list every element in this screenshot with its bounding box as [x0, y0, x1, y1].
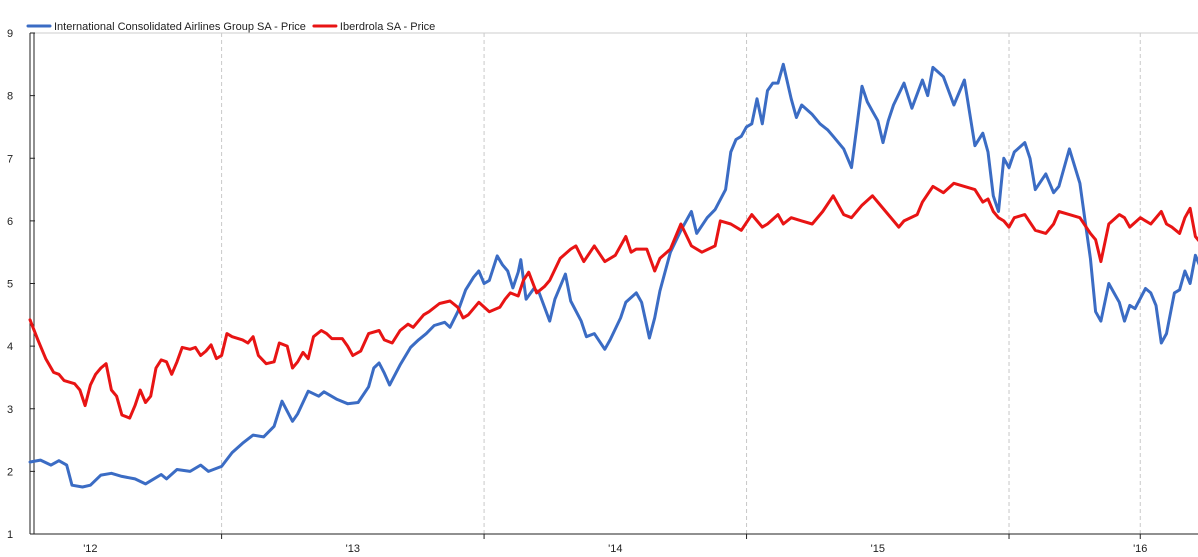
- y-tick-label-3: 4: [7, 341, 13, 353]
- y-tick-label-7: 8: [7, 91, 13, 103]
- y-tick-label-6: 7: [7, 153, 13, 165]
- y-tick-label-8: 9: [7, 28, 13, 40]
- grid-layer: [221, 33, 1141, 539]
- y-tick-label-0: 1: [7, 529, 13, 541]
- series-line-0: [28, 62, 1198, 489]
- x-tick-label-2: '14: [608, 543, 622, 555]
- x-tick-label-3: '15: [871, 543, 885, 555]
- x-tick-label-0: '12: [83, 543, 97, 555]
- legend: International Consolidated Airlines Grou…: [26, 21, 435, 33]
- y-tick-label-5: 6: [7, 216, 13, 228]
- series-line-1: [28, 181, 1198, 420]
- legend-label-1: Iberdrola SA - Price: [340, 21, 435, 33]
- x-tick-label-1: '13: [346, 543, 360, 555]
- series-layer: [28, 62, 1198, 489]
- legend-label-0: International Consolidated Airlines Grou…: [54, 21, 306, 33]
- y-tick-label-2: 3: [7, 404, 13, 416]
- y-tick-label-1: 2: [7, 466, 13, 478]
- x-tick-layer: '12 '13 '14 '15 '16: [83, 543, 1147, 555]
- y-tick-layer: 1 2 3 4 5 6 7 8 9: [7, 28, 35, 541]
- x-tick-label-4: '16: [1133, 543, 1147, 555]
- y-tick-label-4: 5: [7, 279, 13, 291]
